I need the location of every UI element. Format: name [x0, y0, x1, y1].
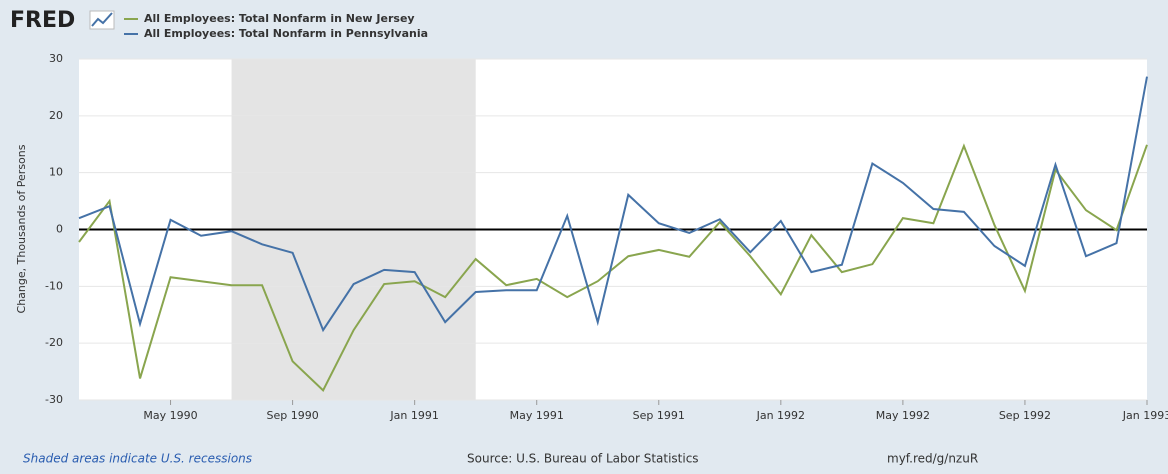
link[interactable]: myf.red/g/nzuR	[887, 452, 978, 466]
source: Source: U.S. Bureau of Labor Statistics	[467, 452, 699, 466]
recession-note[interactable]: Shaded areas indicate U.S. recessions	[23, 452, 252, 466]
y-tick-label: 10	[49, 166, 63, 179]
logo: FRED	[10, 8, 75, 33]
y-tick-label: 30	[49, 52, 63, 65]
x-tick-label: May 1990	[143, 409, 197, 422]
y-tick-label: -20	[45, 336, 63, 349]
x-tick-label: May 1991	[510, 409, 564, 422]
y-axis-label: Change, Thousands of Persons	[15, 144, 28, 313]
series-line	[78, 143, 1148, 392]
y-tick-label: -10	[45, 279, 63, 292]
legend-label: All Employees: Total Nonfarm in New Jers…	[144, 12, 415, 25]
x-tick-label: Sep 1990	[266, 409, 318, 422]
legend-label: All Employees: Total Nonfarm in Pennsylv…	[144, 27, 428, 40]
x-tick-label: Jan 1991	[389, 409, 438, 422]
x-tick-label: Jan 1992	[756, 409, 805, 422]
x-tick-label: Sep 1992	[999, 409, 1051, 422]
series-line	[78, 76, 1148, 333]
y-tick-label: 0	[56, 223, 63, 236]
logo-icon	[89, 10, 115, 30]
y-tick-label: -30	[45, 393, 63, 406]
y-tick-label: 20	[49, 109, 63, 122]
x-tick-label: Sep 1991	[633, 409, 685, 422]
x-tick-label: Jan 1993	[1122, 409, 1168, 422]
x-tick-label: May 1992	[876, 409, 930, 422]
